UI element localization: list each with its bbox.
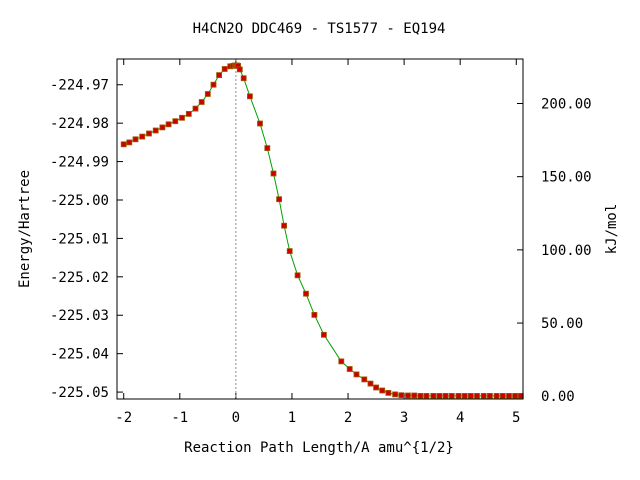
data-point (246, 93, 253, 100)
data-point (320, 331, 327, 338)
data-point (448, 392, 455, 399)
tick-group: -2 -1 0 1 2 3 4 5 -224.97 -224.98 -224.99 -225.00 -2… (50, 59, 592, 426)
data-point (338, 358, 345, 365)
data-point (303, 290, 309, 297)
data-point (192, 105, 199, 112)
data-point (346, 366, 353, 372)
data-point (493, 392, 500, 399)
x-tick-label: 0 (232, 410, 240, 426)
data-point (411, 392, 418, 399)
y-tick-label: -225.04 (50, 347, 109, 363)
y-tick-label: -225.03 (50, 308, 109, 324)
data-point (257, 120, 263, 127)
data-point (474, 392, 480, 399)
data-point (139, 133, 146, 140)
data-point (159, 124, 166, 131)
y2-tick-label: 50.00 (541, 316, 583, 332)
data-point (423, 392, 430, 399)
y2-tick-label: 100.00 (541, 243, 592, 259)
data-point (216, 72, 223, 78)
y-tick-label: -225.00 (50, 193, 109, 209)
data-point (311, 311, 318, 318)
data-point (185, 111, 192, 117)
data-point (240, 75, 247, 82)
y2-tick-label: 200.00 (541, 96, 592, 112)
data-point (499, 392, 506, 399)
data-point (392, 391, 399, 398)
data-point (467, 392, 474, 399)
x-axis-label: Reaction Path Length/A amu^{1/2} (184, 440, 454, 456)
data-point (198, 99, 205, 105)
data-point (281, 222, 288, 229)
x-tick-label: -2 (115, 410, 132, 426)
data-point (353, 371, 360, 378)
data-point (486, 392, 493, 399)
data-point (361, 376, 368, 383)
y-axis-label: Energy/Hartree (17, 170, 33, 288)
y-tick-label: -225.02 (50, 270, 109, 286)
data-point (264, 145, 271, 152)
data-point (398, 392, 405, 399)
x-tick-label: -1 (171, 410, 188, 426)
data-point (417, 392, 424, 399)
data-point (204, 91, 211, 97)
x-tick-label: 4 (456, 410, 464, 426)
x-tick-label: 1 (288, 410, 296, 426)
data-point (480, 392, 487, 399)
data-point (430, 392, 437, 399)
plot-frame (116, 58, 524, 400)
data-point (286, 248, 293, 255)
x-tick-label: 5 (512, 410, 520, 426)
data-point (276, 196, 283, 203)
data-point (379, 387, 386, 394)
data-point (506, 392, 512, 399)
data-point (132, 136, 139, 143)
data-point (294, 272, 301, 279)
y-tick-label: -224.99 (50, 155, 109, 171)
data-point (172, 118, 179, 125)
data-point (373, 384, 380, 391)
data-point (385, 389, 392, 396)
chart-title: H4CN2O DDC469 - TS1577 - EQ194 (193, 21, 446, 37)
data-point (367, 380, 374, 387)
data-point (152, 127, 159, 134)
data-point (165, 121, 172, 128)
data-point (126, 139, 133, 146)
y-tick-label: -224.98 (50, 116, 109, 132)
data-point-group (120, 62, 524, 399)
data-point (221, 66, 228, 72)
data-point (512, 392, 518, 399)
y2-axis-label: kJ/mol (604, 204, 620, 255)
x-tick-label: 2 (344, 410, 352, 426)
data-point (210, 81, 217, 88)
y2-tick-label: 150.00 (541, 170, 592, 186)
y-tick-label: -224.97 (50, 78, 109, 94)
data-point (461, 392, 468, 399)
data-point (436, 392, 443, 399)
data-point (270, 170, 277, 177)
data-point (442, 392, 449, 399)
data-point (146, 130, 152, 137)
y-tick-label: -225.05 (50, 385, 109, 401)
data-point (120, 141, 127, 148)
y-tick-label: -225.01 (50, 231, 109, 247)
data-point (405, 392, 411, 399)
x-tick-label: 3 (400, 410, 408, 426)
data-point (455, 392, 462, 399)
data-point (179, 114, 185, 121)
data-point (236, 66, 243, 73)
y2-tick-label: 0.00 (541, 389, 575, 405)
